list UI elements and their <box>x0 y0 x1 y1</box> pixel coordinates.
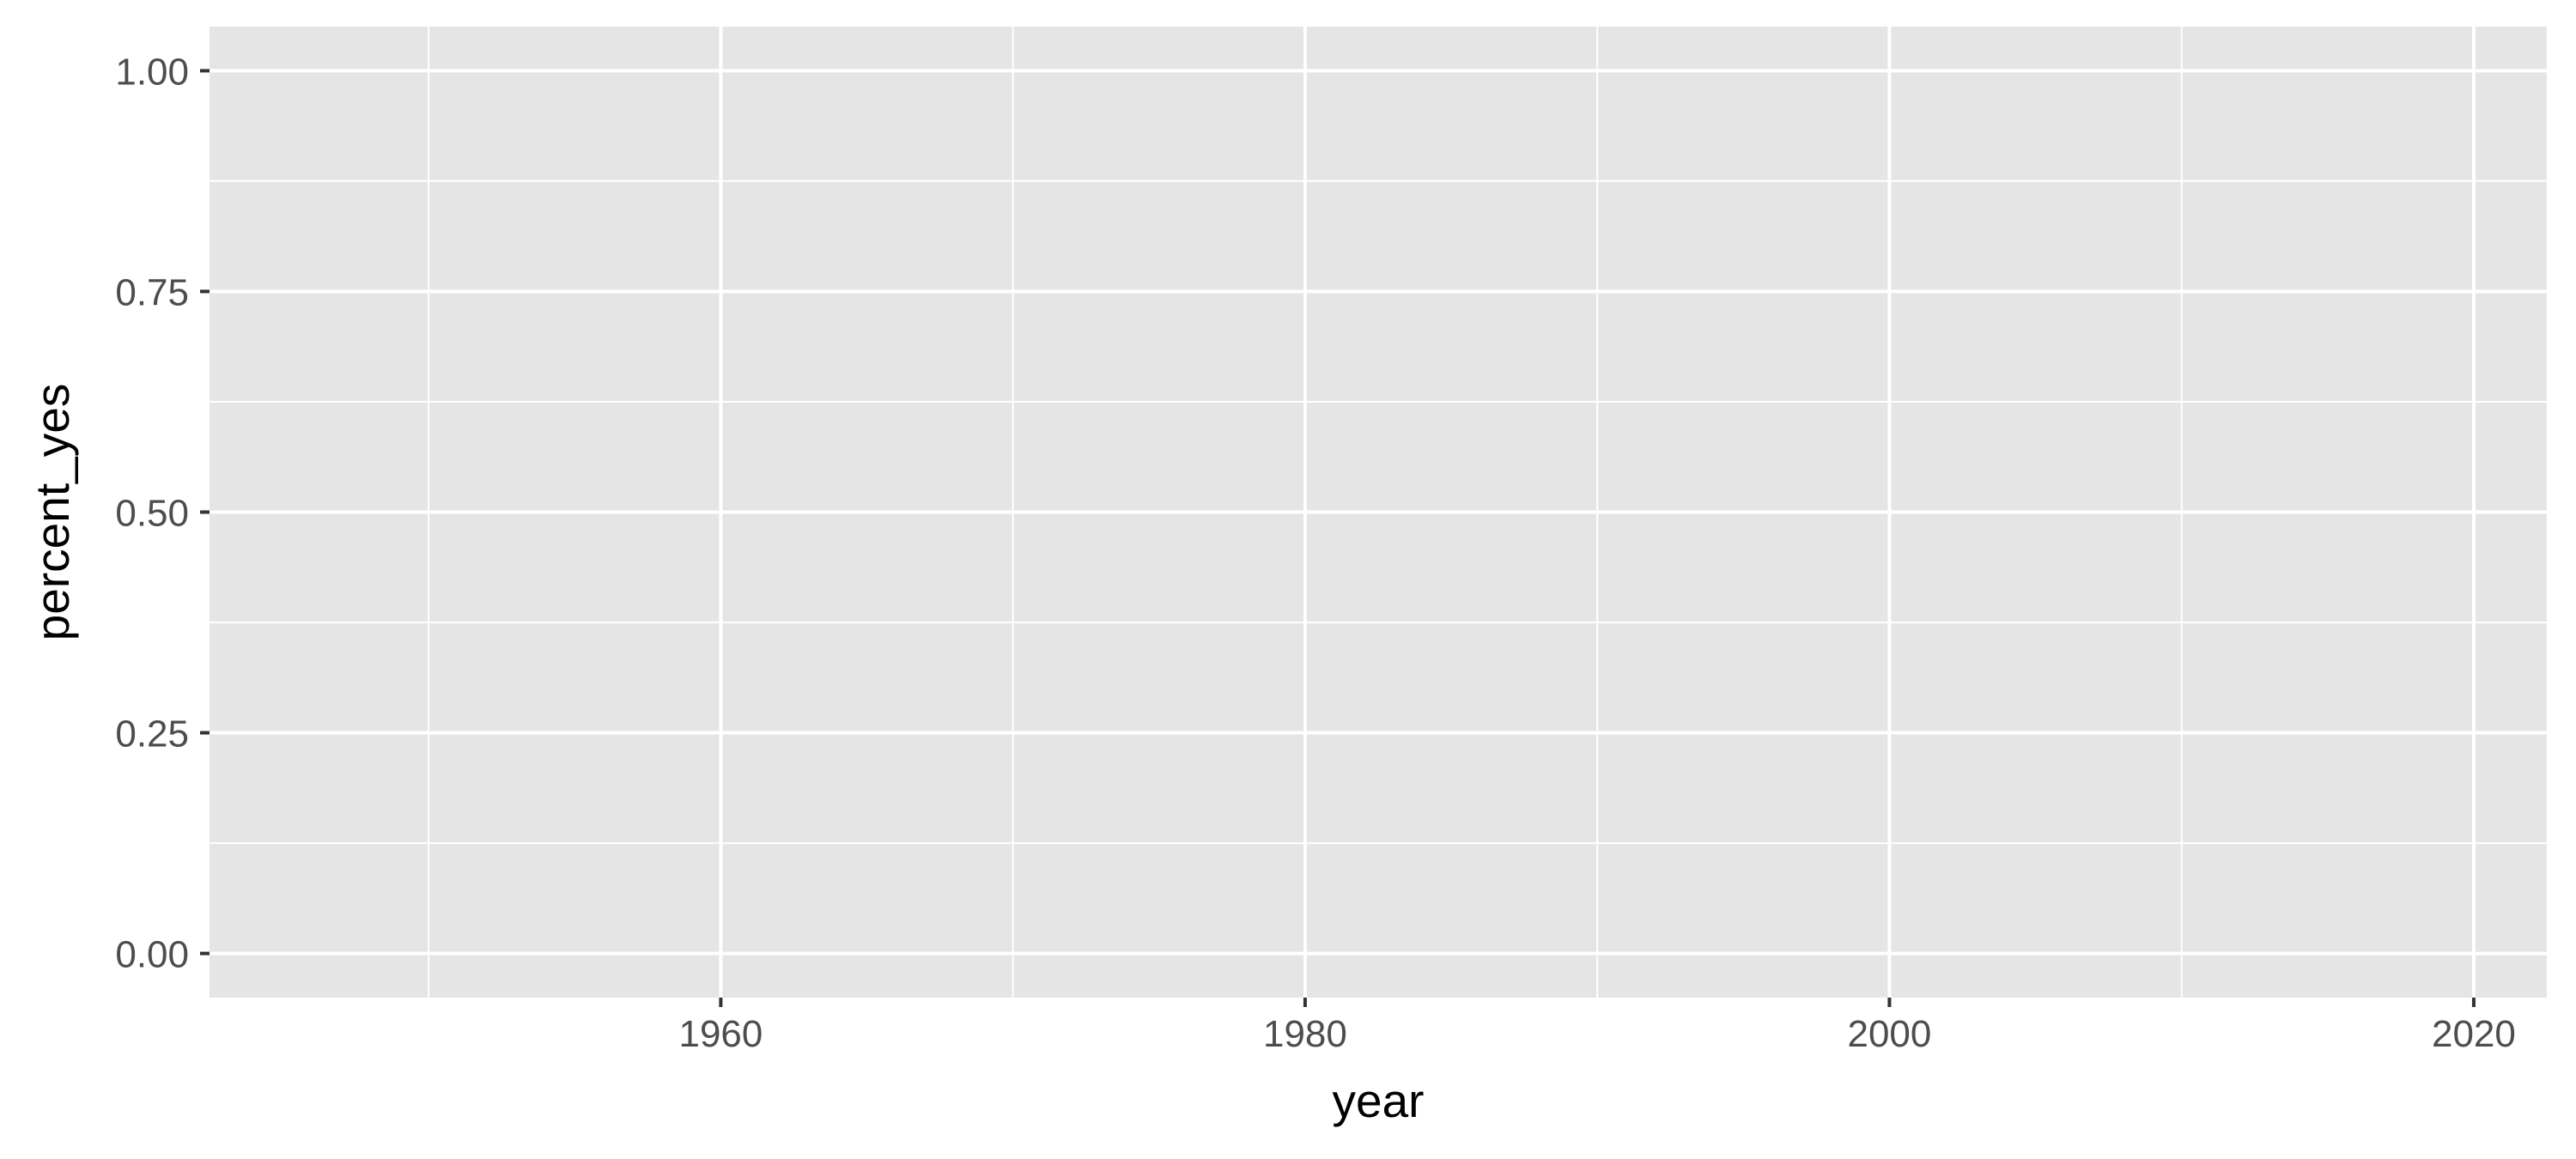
x-tick-label: 2020 <box>2432 1013 2516 1055</box>
y-tick-label: 0.25 <box>115 713 189 755</box>
major-gridlines <box>210 27 2547 998</box>
y-axis-title: percent_yes <box>26 384 79 641</box>
y-tick-label: 0.00 <box>115 934 189 976</box>
y-axis: 0.00 0.25 0.50 0.75 1.00 <box>115 51 210 976</box>
x-axis-title: year <box>1333 1074 1425 1127</box>
x-tick-label: 1980 <box>1263 1013 1347 1055</box>
y-tick-label: 0.75 <box>115 271 189 313</box>
x-tick-label: 1960 <box>678 1013 762 1055</box>
y-tick-label: 0.50 <box>115 493 189 535</box>
y-tick-label: 1.00 <box>115 51 189 93</box>
x-tick-label: 2000 <box>1847 1013 1931 1055</box>
x-axis: 1960 1980 2000 2020 <box>678 998 2516 1055</box>
